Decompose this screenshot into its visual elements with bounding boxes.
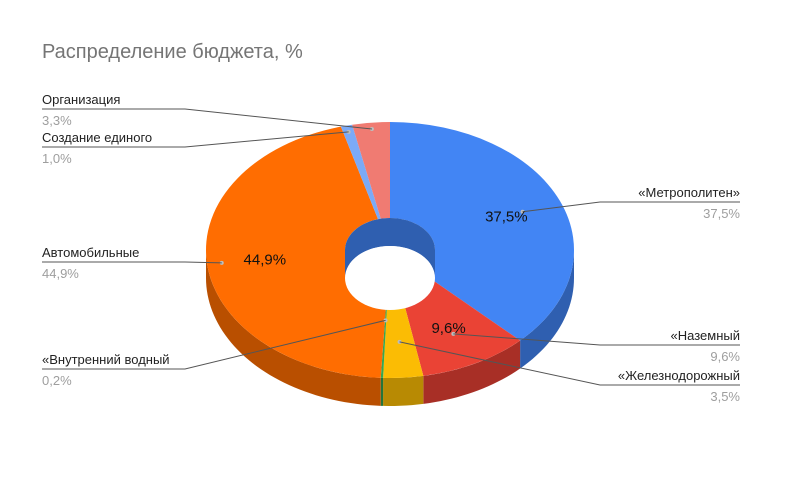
pie-hole xyxy=(345,246,435,310)
pie-depth xyxy=(206,250,574,406)
callout-name-3: «Внутренний водный xyxy=(42,352,170,367)
leader-line-4 xyxy=(42,261,222,264)
leader-line-5 xyxy=(42,131,349,148)
pie-wall-0 xyxy=(520,250,574,369)
pie-wall-3 xyxy=(380,377,384,406)
pie-wall-2 xyxy=(383,375,424,406)
callout-value-4: 44,9% xyxy=(42,266,79,281)
leader-line-0 xyxy=(522,201,740,213)
leader-line-2 xyxy=(399,341,740,386)
pie-slice-1 xyxy=(398,272,521,376)
inside-label-1: 9,6% xyxy=(431,320,465,337)
chart-title: Распределение бюджета, % xyxy=(42,41,303,63)
callout-name-5: Создание единого xyxy=(42,130,152,145)
pie-wall-4 xyxy=(206,250,381,406)
callout-name-6: Организация xyxy=(42,92,120,107)
callout-value-3: 0,2% xyxy=(42,373,72,388)
pie-slice-5 xyxy=(340,124,381,220)
inside-label-2: 44,9% xyxy=(244,252,287,269)
callout-name-0: «Метрополитен» xyxy=(638,185,740,200)
callout-value-1: 9,6% xyxy=(710,349,740,364)
pie-slice-0 xyxy=(390,122,574,341)
callout-value-6: 3,3% xyxy=(42,113,72,128)
callout-value-5: 1,0% xyxy=(42,151,72,166)
callout-value-2: 3,5% xyxy=(710,389,740,404)
leader-line-1 xyxy=(453,333,740,346)
pie-slice-6 xyxy=(352,122,390,219)
pie-wall-1 xyxy=(423,340,521,404)
callout-name-1: «Наземный xyxy=(671,328,740,343)
leader-lines xyxy=(42,108,740,386)
leader-line-6 xyxy=(42,108,372,130)
pie-slices xyxy=(206,122,574,378)
inside-label-0: 37,5% xyxy=(485,208,528,225)
pie-hole-wall xyxy=(345,218,435,278)
callout-name-2: «Железнодорожный xyxy=(618,368,740,383)
callout-name-4: Автомобильные xyxy=(42,245,139,260)
leader-line-3 xyxy=(42,319,386,370)
callout-value-0: 37,5% xyxy=(703,206,740,221)
slice-labels: 37,5% 9,6% 44,9% «Метрополитен» 37,5% «Наземн… xyxy=(42,92,740,404)
pie-slice-4 xyxy=(206,126,388,378)
